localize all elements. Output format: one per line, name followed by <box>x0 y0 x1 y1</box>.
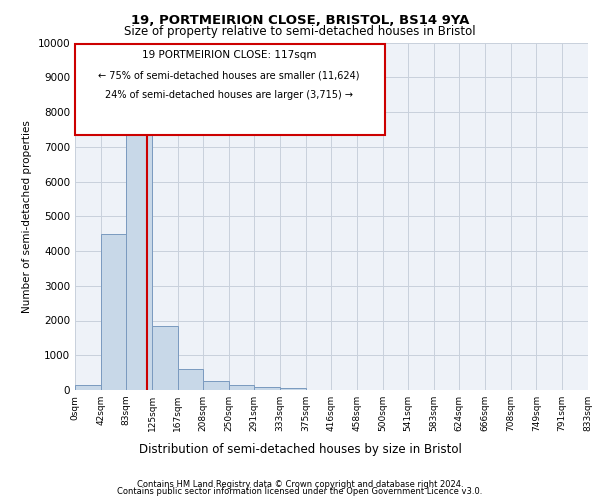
Text: ← 75% of semi-detached houses are smaller (11,624): ← 75% of semi-detached houses are smalle… <box>98 70 359 81</box>
Bar <box>178 370 203 390</box>
FancyBboxPatch shape <box>75 44 385 134</box>
Y-axis label: Number of semi-detached properties: Number of semi-detached properties <box>22 120 32 312</box>
Bar <box>229 386 254 390</box>
Bar <box>101 234 126 390</box>
Text: 19 PORTMEIRION CLOSE: 117sqm: 19 PORTMEIRION CLOSE: 117sqm <box>142 50 316 60</box>
Text: Contains HM Land Registry data © Crown copyright and database right 2024.: Contains HM Land Registry data © Crown c… <box>137 480 463 489</box>
Bar <box>203 382 229 390</box>
Bar <box>126 119 152 390</box>
Bar <box>75 386 101 390</box>
Text: 19, PORTMEIRION CLOSE, BRISTOL, BS14 9YA: 19, PORTMEIRION CLOSE, BRISTOL, BS14 9YA <box>131 14 469 27</box>
Text: Contains public sector information licensed under the Open Government Licence v3: Contains public sector information licen… <box>118 487 482 496</box>
Bar <box>280 388 306 390</box>
Text: Distribution of semi-detached houses by size in Bristol: Distribution of semi-detached houses by … <box>139 442 461 456</box>
Bar <box>152 326 178 390</box>
Text: 24% of semi-detached houses are larger (3,715) →: 24% of semi-detached houses are larger (… <box>105 90 353 101</box>
Bar <box>254 387 280 390</box>
Text: Size of property relative to semi-detached houses in Bristol: Size of property relative to semi-detach… <box>124 25 476 38</box>
